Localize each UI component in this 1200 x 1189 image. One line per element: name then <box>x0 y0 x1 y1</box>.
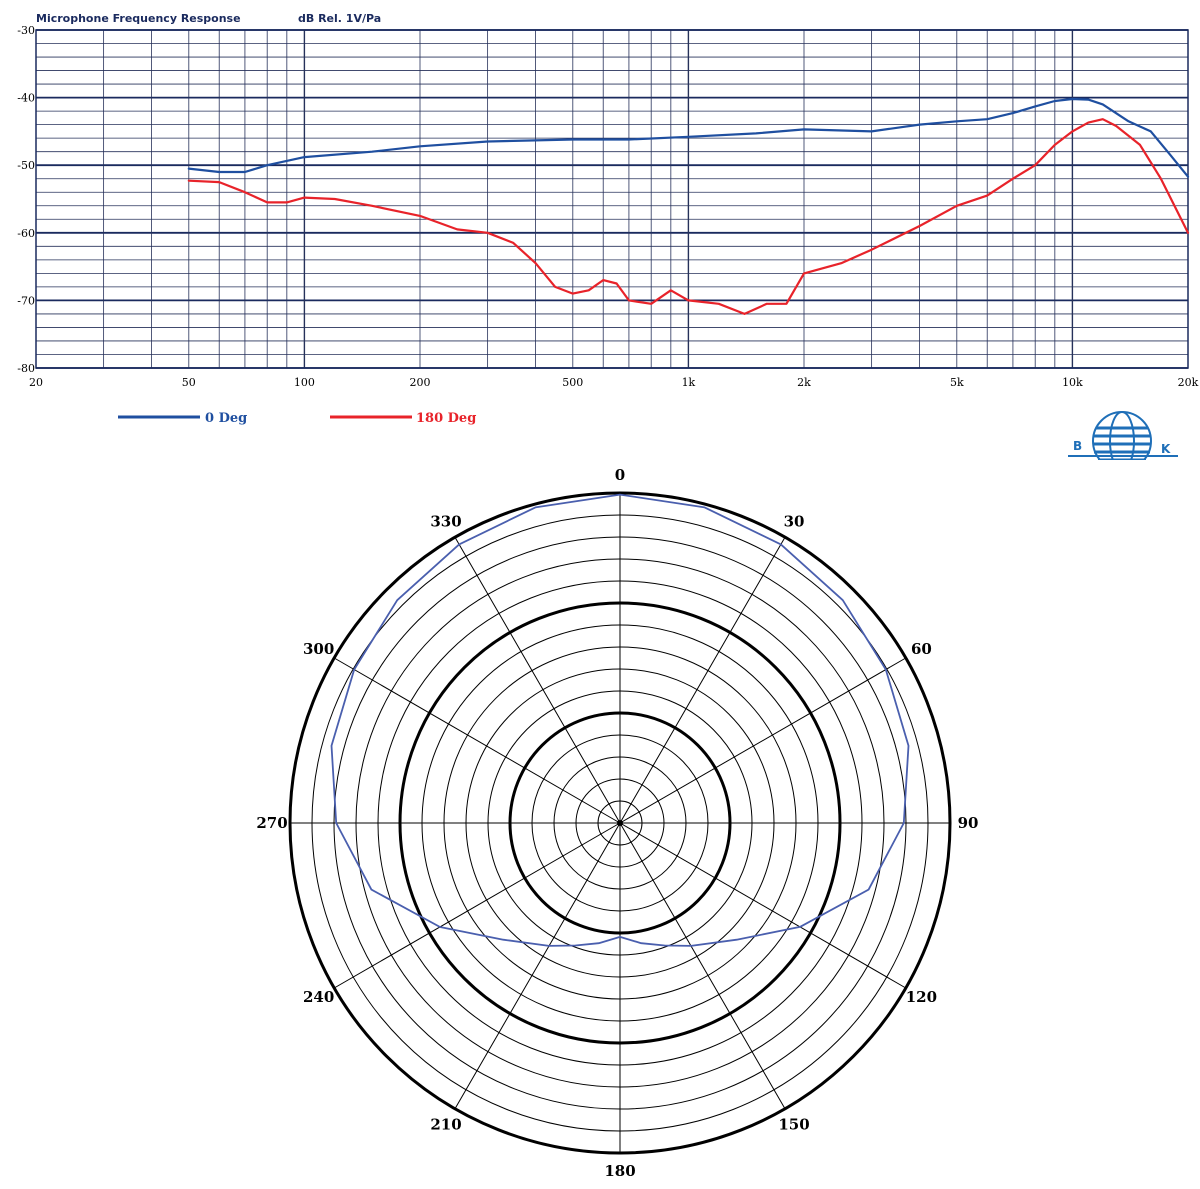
polar-pattern-line <box>330 493 910 947</box>
x-tick-label: 50 <box>182 376 196 389</box>
legend-label-180-deg: 180 Deg <box>416 411 476 426</box>
polar-spoke <box>333 657 621 824</box>
series-group <box>187 97 1190 315</box>
angle-label: 330 <box>430 513 461 531</box>
angle-label: 30 <box>784 513 805 531</box>
x-tick-label: 100 <box>294 376 315 389</box>
x-tick-label: 200 <box>410 376 431 389</box>
series-line-0-deg <box>187 97 1190 178</box>
logo-letter-b: B <box>1073 439 1082 453</box>
y-tick-label: -80 <box>17 362 35 375</box>
angle-label: 180 <box>604 1162 635 1180</box>
polar-spoke <box>333 822 621 989</box>
angle-label: 210 <box>430 1115 461 1133</box>
x-tick-label: 20 <box>29 376 43 389</box>
polar-pattern-chart: 0 30 60 90 120 150 180 210 240 270 300 330 <box>256 466 978 1180</box>
polar-series-group <box>330 493 910 947</box>
angle-label: 120 <box>906 988 937 1006</box>
angle-label: 0 <box>615 466 625 484</box>
plot-frame <box>35 29 1189 369</box>
angle-label: 150 <box>778 1115 809 1133</box>
legend-label-0-deg: 0 Deg <box>205 411 247 426</box>
angle-labels: 0 30 60 90 120 150 180 210 240 270 300 330 <box>256 466 978 1180</box>
legend: 0 Deg 180 Deg <box>118 411 476 426</box>
logo-letter-k: K <box>1161 442 1171 456</box>
x-tick-label: 10k <box>1062 376 1083 389</box>
x-tick-label: 2k <box>797 376 811 389</box>
chart-title: Microphone Frequency Response <box>36 12 241 25</box>
frequency-response-chart: Microphone Frequency Response dB Rel. 1V… <box>17 12 1199 460</box>
angle-label: 240 <box>303 988 334 1006</box>
polar-spoke <box>454 536 621 824</box>
x-tick-label: 20k <box>1178 376 1199 389</box>
polar-spoke <box>619 822 907 989</box>
polar-spoke <box>619 657 907 824</box>
y-tick-label: -40 <box>17 92 35 105</box>
y-tick-label: -50 <box>17 159 35 172</box>
y-tick-label: -30 <box>17 24 35 37</box>
polar-spoke <box>619 536 786 824</box>
polar-grid <box>288 491 952 1155</box>
logo-meridian <box>1109 411 1135 460</box>
x-tick-label: 5k <box>950 376 964 389</box>
polar-center <box>617 820 623 826</box>
polar-spoke <box>619 822 786 1110</box>
chart-subtitle: dB Rel. 1V/Pa <box>298 12 381 25</box>
y-tick-label: -60 <box>17 227 35 240</box>
angle-label: 90 <box>958 814 979 832</box>
chart-grid <box>35 29 1189 369</box>
y-tick-label: -70 <box>17 294 35 307</box>
x-tick-label: 500 <box>562 376 583 389</box>
angle-label: 60 <box>911 640 932 658</box>
axis-ticks: 20 50 100 200 500 1k 2k 5k 10k 20k -30 -40 -50 -60 -70… <box>17 24 1198 389</box>
polar-spoke <box>454 822 621 1110</box>
x-tick-label: 1k <box>682 376 696 389</box>
bk-logo: B K <box>1068 411 1178 460</box>
angle-label: 270 <box>256 814 287 832</box>
series-line-180-deg <box>187 118 1190 315</box>
angle-label: 300 <box>303 640 334 658</box>
